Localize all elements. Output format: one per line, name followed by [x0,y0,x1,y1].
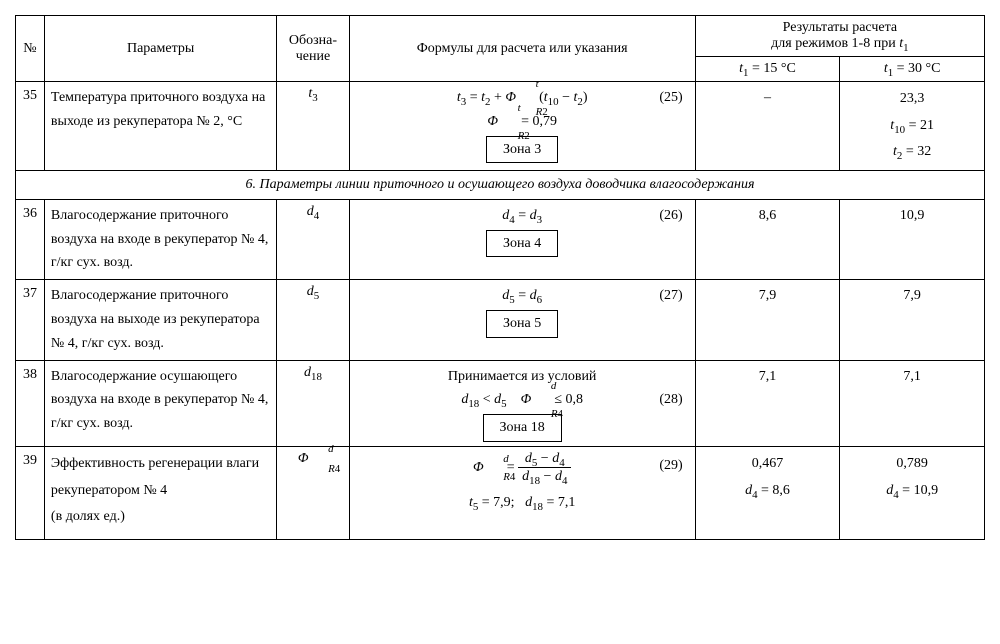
row-param: Эффективность регенерации влаги рекупера… [44,446,276,539]
h-param: Параметры [44,16,276,82]
row-res2: 7,9 [840,280,985,360]
eq-text: t3 = t2 + ΦtR2 (t10 − t2) [457,90,588,105]
row-res2: 0,789 d4 = 10,9 [840,446,985,539]
row-num: 38 [16,360,45,446]
row-obozn: ΦdR4 [277,446,349,539]
zone-box: Зона 5 [486,310,558,338]
res1-l2: d4 = 8,6 [745,483,790,498]
section-title: 6. Параметры линии приточного и осушающе… [16,170,985,199]
h-results-l2: для режимов 1-8 при t1 [771,36,908,51]
row-res1: 8,6 [695,199,840,279]
row-res2: 10,9 [840,199,985,279]
table-row: 38 Влагосодержание осушающего воздуха на… [16,360,985,446]
header-row-1: № Параметры Обозна-чение Формулы для рас… [16,16,985,57]
eq-num: (26) [659,204,682,228]
row-formula: t3 = t2 + ΦtR2 (t10 − t2) (25) ΦtR2 = 0,… [349,82,695,171]
h-formula: Формулы для расчета или указания [349,16,695,82]
row-res2: 23,3 t10 = 21 t2 = 32 [840,82,985,171]
table-row: 35 Температура приточного воздуха на вых… [16,82,985,171]
res2-l3: t2 = 32 [893,144,931,159]
h-results: Результаты расчета для режимов 1-8 при t… [695,16,984,57]
row-param: Влагосодержание приточного воздуха на вх… [44,199,276,279]
zone-box: Зона 4 [486,230,558,258]
row-num: 39 [16,446,45,539]
calc-table: № Параметры Обозна-чение Формулы для рас… [15,15,985,540]
row-param: Температура приточного воздуха на выходе… [44,82,276,171]
row-num: 36 [16,199,45,279]
res2-l2: d4 = 10,9 [886,483,938,498]
eq-num: (25) [659,86,682,110]
eq-text: d5 = d6 [502,288,542,303]
row-res1: – [695,82,840,171]
row-obozn: d5 [277,280,349,360]
row-res1: 7,1 [695,360,840,446]
cond-text: Принимается из условий [448,369,597,384]
table-row: 39 Эффективность регенерации влаги рекуп… [16,446,985,539]
row-obozn: t3 [277,82,349,171]
row-res1: 7,9 [695,280,840,360]
eq-text: ΦdR4 = d5 − d4 d18 − d4 [473,460,571,475]
eq-num: (28) [659,388,682,412]
row-formula: d4 = d3 (26) Зона 4 [349,199,695,279]
res2-l2: t10 = 21 [890,118,934,133]
row-obozn: d18 [277,360,349,446]
h-results-l1: Результаты расчета [783,20,898,35]
row-param: Влагосодержание осушающего воздуха на вх… [44,360,276,446]
row-obozn: d4 [277,199,349,279]
section-row: 6. Параметры линии приточного и осушающе… [16,170,985,199]
res2-l1: 0,789 [896,456,928,471]
row-formula: d5 = d6 (27) Зона 5 [349,280,695,360]
row-formula: ΦdR4 = d5 − d4 d18 − d4 (29) t5 = 7,9; d… [349,446,695,539]
res1-l1: 0,467 [752,456,784,471]
h-r2: t1 = 30 °C [840,57,985,82]
h-num: № [16,16,45,82]
eq-num: (29) [659,459,682,473]
row-num: 37 [16,280,45,360]
row-param: Влагосодержание приточного воздуха на вы… [44,280,276,360]
h-obozn: Обозна-чение [277,16,349,82]
row-num: 35 [16,82,45,171]
eq-text: d18 < d5 ΦdR4 ≤ 0,8 [461,392,583,407]
eq-num: (27) [659,284,682,308]
eq-text: d4 = d3 [502,208,542,223]
h-r1: t1 = 15 °C [695,57,840,82]
row-formula: Принимается из условий d18 < d5 ΦdR4 ≤ 0… [349,360,695,446]
row-res2: 7,1 [840,360,985,446]
res2-l1: 23,3 [900,91,925,106]
table-row: 36 Влагосодержание приточного воздуха на… [16,199,985,279]
eq-line2: t5 = 7,9; d18 = 7,1 [469,491,575,515]
table-row: 37 Влагосодержание приточного воздуха на… [16,280,985,360]
row-res1: 0,467 d4 = 8,6 [695,446,840,539]
